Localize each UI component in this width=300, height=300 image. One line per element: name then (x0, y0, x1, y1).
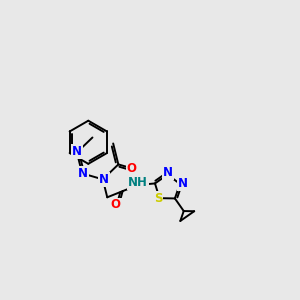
Text: NH: NH (128, 176, 148, 189)
Text: O: O (111, 199, 121, 212)
Text: N: N (163, 166, 172, 179)
Text: O: O (127, 162, 137, 175)
Text: N: N (72, 145, 82, 158)
Text: N: N (178, 177, 188, 190)
Text: N: N (78, 167, 88, 180)
Text: S: S (154, 192, 162, 206)
Text: N: N (99, 173, 109, 186)
